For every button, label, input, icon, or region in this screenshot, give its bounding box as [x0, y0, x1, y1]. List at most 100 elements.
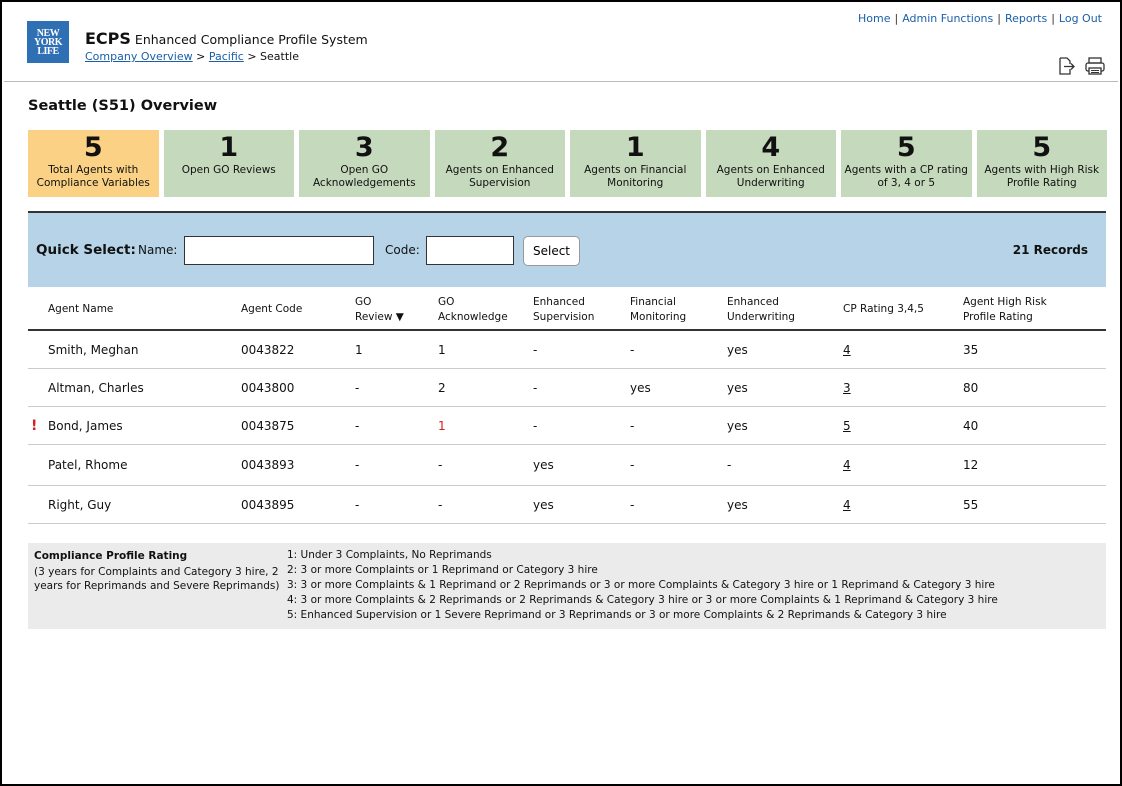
tile-value: 1: [625, 132, 645, 163]
table-row[interactable]: Patel, Rhome 0043893 - - yes - - 4 12: [28, 445, 1106, 486]
cell-financial-monitoring: -: [630, 342, 635, 357]
cell-agent-name[interactable]: Right, Guy: [48, 497, 112, 512]
agents-table: Agent Name Agent Code GO Review ▼ GO Ackno…: [28, 290, 1106, 524]
nav-log-out[interactable]: Log Out: [1058, 12, 1102, 25]
cell-agent-name[interactable]: Smith, Meghan: [48, 342, 139, 357]
cell-cp-rating-link[interactable]: 4: [843, 497, 851, 512]
cell-go-review: -: [355, 380, 360, 395]
header-financial-monitoring[interactable]: Financial Monitoring: [630, 296, 687, 323]
nav-reports[interactable]: Reports: [1004, 12, 1048, 25]
cell-agent-name[interactable]: Altman, Charles: [48, 380, 144, 395]
tile-value: 5: [896, 132, 916, 163]
tile-total-agents[interactable]: 5 Total Agents with Compliance Variables: [28, 130, 159, 197]
cell-agent-name[interactable]: Bond, James: [48, 418, 123, 433]
cell-enhanced-supervision: -: [533, 380, 538, 395]
name-label: Name:: [138, 243, 178, 257]
print-icon[interactable]: [1084, 56, 1105, 76]
cell-go-review: 1: [355, 342, 363, 357]
cell-financial-monitoring: -: [630, 458, 635, 472]
logo-line-3: LIFE: [37, 45, 59, 57]
tile-value: 1: [219, 132, 239, 163]
alert-icon: !: [31, 417, 38, 434]
cell-enhanced-supervision: yes: [533, 458, 554, 472]
cell-go-acknowledge: 1: [438, 342, 446, 357]
legend-note: (3 years for Complaints and Category 3 h…: [34, 566, 280, 592]
records-count: 21 Records: [1012, 243, 1088, 257]
cell-enhanced-underwriting: yes: [727, 342, 748, 357]
name-input[interactable]: [184, 236, 374, 265]
legend-title: Compliance Profile Rating: [34, 550, 188, 562]
cell-enhanced-supervision: -: [533, 418, 538, 433]
tile-label: Agents with a CP rating of 3, 4 or 5: [844, 164, 968, 189]
cell-cp-rating-link[interactable]: 4: [843, 342, 851, 357]
header-enhanced-underwriting[interactable]: Enhanced Underwriting: [727, 296, 795, 323]
tile-value: 5: [83, 132, 103, 163]
cell-high-risk: 55: [963, 497, 979, 512]
header-enhanced-supervision[interactable]: Enhanced Supervision: [533, 296, 595, 323]
select-button[interactable]: Select: [523, 236, 580, 266]
tile-label: Agents on Enhanced Supervision: [445, 164, 554, 189]
cell-financial-monitoring: -: [630, 497, 635, 512]
tile-high-risk[interactable]: 5 Agents with High Risk Profile Rating: [976, 130, 1107, 197]
legend-item: 5: Enhanced Supervision or 1 Severe Repr…: [287, 609, 947, 621]
breadcrumb: Company Overview > Pacific > Seattle: [85, 50, 299, 63]
breadcrumb-pacific[interactable]: Pacific: [208, 50, 244, 63]
legend-items: 1: Under 3 Complaints, No Reprimands 2: …: [287, 548, 998, 623]
app-title: ECPS Enhanced Compliance Profile System: [85, 29, 368, 48]
summary-tiles: 5 Total Agents with Compliance Variables…: [28, 130, 1107, 197]
table-row[interactable]: Altman, Charles 0043800 - 2 - yes yes 3 …: [28, 369, 1106, 407]
breadcrumb-company-overview[interactable]: Company Overview: [85, 50, 193, 63]
header-high-risk[interactable]: Agent High Risk Profile Rating: [963, 296, 1047, 323]
cell-agent-code: 0043800: [241, 380, 295, 395]
table-row[interactable]: ! Bond, James 0043875 - 1 - - yes 5 40: [28, 407, 1106, 445]
breadcrumb-separator: >: [247, 50, 257, 63]
tile-value: 3: [354, 132, 374, 163]
cell-enhanced-underwriting: yes: [727, 380, 748, 395]
legend-item: 3: 3 or more Complaints & 1 Reprimand or…: [287, 579, 995, 591]
cell-cp-rating-link[interactable]: 3: [843, 380, 851, 395]
header-agent-name[interactable]: Agent Name: [48, 303, 114, 315]
tile-label: Agents with High Risk Profile Rating: [984, 164, 1100, 189]
tile-open-go-acknowledgements[interactable]: 3 Open GO Acknowledgements: [299, 130, 430, 197]
nav-separator: |: [894, 12, 899, 25]
table-row[interactable]: Smith, Meghan 0043822 1 1 - - yes 4 35: [28, 331, 1106, 369]
cell-agent-name[interactable]: Patel, Rhome: [48, 458, 128, 472]
header-go-acknowledge[interactable]: GO Acknowledge: [438, 296, 508, 323]
header-go-review[interactable]: GO Review ▼: [355, 296, 404, 323]
tile-cp-rating[interactable]: 5 Agents with a CP rating of 3, 4 or 5: [841, 130, 972, 197]
nav-admin-functions[interactable]: Admin Functions: [902, 12, 994, 25]
tile-enhanced-supervision[interactable]: 2 Agents on Enhanced Supervision: [434, 130, 565, 197]
tile-open-go-reviews[interactable]: 1 Open GO Reviews: [163, 130, 294, 197]
nav-home[interactable]: Home: [857, 12, 891, 25]
quick-select-title: Quick Select:: [36, 242, 136, 258]
cell-go-acknowledge: -: [438, 497, 443, 512]
tile-label: Total Agents with Compliance Variables: [36, 164, 150, 189]
code-input[interactable]: [426, 236, 514, 265]
cell-high-risk: 40: [963, 418, 979, 433]
tile-financial-monitoring[interactable]: 1 Agents on Financial Monitoring: [570, 130, 701, 197]
breadcrumb-current: Seattle: [260, 50, 299, 63]
tile-enhanced-underwriting[interactable]: 4 Agents on Enhanced Underwriting: [705, 130, 836, 197]
cell-cp-rating-link[interactable]: 5: [843, 418, 851, 433]
cell-enhanced-underwriting: yes: [727, 497, 748, 512]
table-row[interactable]: Right, Guy 0043895 - - yes - yes 4 55: [28, 486, 1106, 524]
new-york-life-logo[interactable]: NEW YORK LIFE: [27, 21, 69, 63]
toolbar: [1056, 56, 1105, 76]
export-icon[interactable]: [1056, 56, 1076, 76]
tile-label: Agents on Enhanced Underwriting: [716, 164, 825, 189]
header-cp-rating[interactable]: CP Rating 3,4,5: [843, 303, 924, 315]
app-full-name: Enhanced Compliance Profile System: [134, 32, 368, 47]
tile-value: 5: [1032, 132, 1052, 163]
cell-high-risk: 12: [963, 458, 979, 472]
cell-cp-rating-link[interactable]: 4: [843, 458, 851, 472]
header-agent-code[interactable]: Agent Code: [241, 303, 303, 315]
logo-line-1: NEW: [36, 27, 60, 39]
top-navigation: Home | Admin Functions | Reports | Log Out: [858, 12, 1102, 25]
cell-go-review: -: [355, 458, 360, 472]
cell-go-review: -: [355, 418, 360, 433]
cell-enhanced-underwriting: -: [727, 458, 732, 472]
page-title: Seattle (S51) Overview: [28, 98, 218, 114]
cell-enhanced-underwriting: yes: [727, 418, 748, 433]
cell-enhanced-supervision: -: [533, 342, 538, 357]
